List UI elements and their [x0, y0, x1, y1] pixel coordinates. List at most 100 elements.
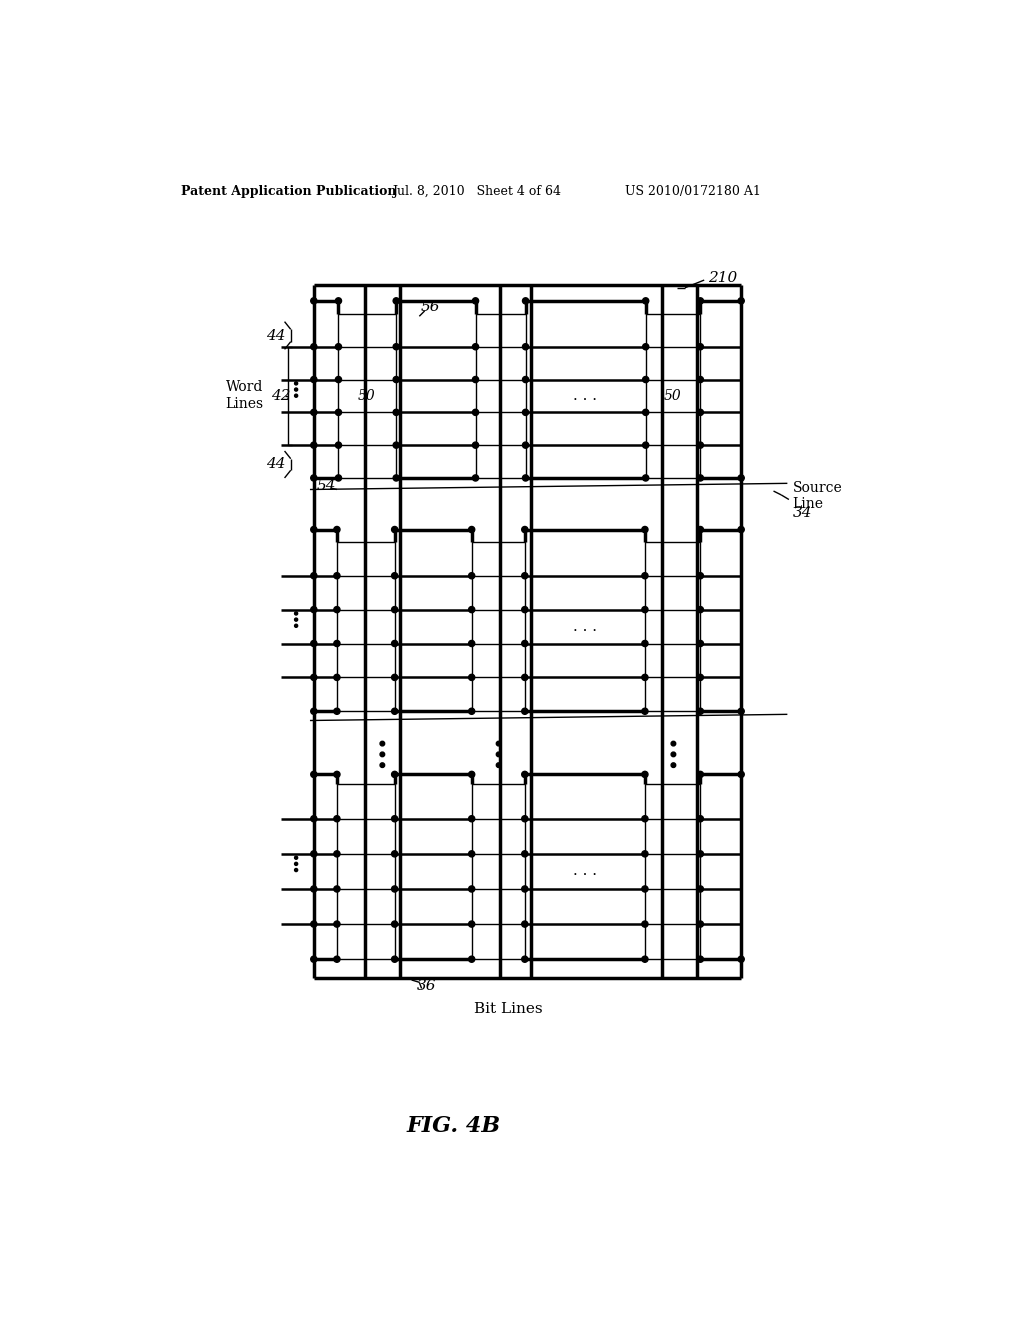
Circle shape — [738, 956, 744, 962]
Text: . . .: . . . — [572, 865, 597, 878]
Circle shape — [391, 816, 397, 822]
Text: 56: 56 — [421, 300, 440, 314]
Circle shape — [393, 475, 399, 480]
Circle shape — [310, 771, 316, 777]
Circle shape — [310, 442, 316, 449]
Text: 54: 54 — [316, 479, 336, 492]
Circle shape — [310, 921, 316, 927]
Circle shape — [472, 376, 478, 383]
Circle shape — [642, 816, 648, 822]
Circle shape — [393, 442, 399, 449]
Circle shape — [334, 816, 340, 822]
Circle shape — [697, 343, 703, 350]
Circle shape — [521, 607, 528, 612]
Circle shape — [295, 624, 298, 627]
Text: 50: 50 — [664, 388, 682, 403]
Circle shape — [393, 298, 399, 304]
Circle shape — [697, 886, 703, 892]
Bar — [339, 314, 396, 478]
Circle shape — [497, 752, 501, 756]
Circle shape — [671, 763, 676, 767]
Circle shape — [393, 376, 399, 383]
Circle shape — [522, 343, 528, 350]
Circle shape — [469, 640, 475, 647]
Circle shape — [521, 573, 528, 578]
Text: 44: 44 — [265, 329, 285, 342]
Circle shape — [521, 816, 528, 822]
Bar — [472, 784, 525, 960]
Circle shape — [336, 298, 342, 304]
Circle shape — [334, 921, 340, 927]
Circle shape — [310, 886, 316, 892]
Circle shape — [643, 376, 649, 383]
Circle shape — [472, 442, 478, 449]
Circle shape — [522, 442, 528, 449]
Circle shape — [697, 921, 703, 927]
Circle shape — [642, 527, 648, 533]
Circle shape — [336, 409, 342, 416]
Bar — [646, 314, 700, 478]
Circle shape — [310, 851, 316, 857]
Circle shape — [642, 771, 648, 777]
Circle shape — [697, 527, 703, 533]
Circle shape — [521, 640, 528, 647]
Circle shape — [391, 573, 397, 578]
Circle shape — [310, 675, 316, 681]
Text: 210: 210 — [708, 271, 737, 285]
Circle shape — [697, 409, 703, 416]
Bar — [472, 541, 525, 711]
Circle shape — [391, 886, 397, 892]
Circle shape — [295, 388, 298, 391]
Text: . . .: . . . — [572, 619, 597, 634]
Circle shape — [391, 956, 397, 962]
Circle shape — [334, 640, 340, 647]
Circle shape — [642, 708, 648, 714]
Bar — [645, 784, 700, 960]
Circle shape — [391, 771, 397, 777]
Circle shape — [295, 612, 298, 615]
Circle shape — [643, 475, 649, 480]
Circle shape — [310, 708, 316, 714]
Circle shape — [738, 771, 744, 777]
Circle shape — [336, 343, 342, 350]
Circle shape — [469, 573, 475, 578]
Circle shape — [334, 573, 340, 578]
Circle shape — [295, 618, 298, 622]
Circle shape — [697, 298, 703, 304]
Circle shape — [521, 675, 528, 681]
Circle shape — [472, 475, 478, 480]
Text: 44: 44 — [265, 457, 285, 471]
Circle shape — [642, 675, 648, 681]
Circle shape — [642, 640, 648, 647]
Circle shape — [521, 886, 528, 892]
Circle shape — [336, 442, 342, 449]
Circle shape — [522, 298, 528, 304]
Circle shape — [310, 376, 316, 383]
Text: Patent Application Publication: Patent Application Publication — [180, 185, 396, 198]
Circle shape — [391, 851, 397, 857]
Circle shape — [738, 298, 744, 304]
Circle shape — [310, 956, 316, 962]
Circle shape — [336, 376, 342, 383]
Circle shape — [310, 343, 316, 350]
Circle shape — [469, 607, 475, 612]
Circle shape — [642, 573, 648, 578]
Circle shape — [643, 298, 649, 304]
Circle shape — [521, 921, 528, 927]
Text: 42: 42 — [271, 388, 291, 403]
Circle shape — [393, 343, 399, 350]
Circle shape — [472, 298, 478, 304]
Circle shape — [391, 527, 397, 533]
Circle shape — [380, 763, 385, 767]
Circle shape — [643, 343, 649, 350]
Circle shape — [469, 771, 475, 777]
Circle shape — [671, 742, 676, 746]
Circle shape — [469, 921, 475, 927]
Circle shape — [697, 640, 703, 647]
Circle shape — [697, 442, 703, 449]
Circle shape — [697, 573, 703, 578]
Circle shape — [697, 851, 703, 857]
Circle shape — [642, 921, 648, 927]
Circle shape — [738, 527, 744, 533]
Circle shape — [642, 886, 648, 892]
